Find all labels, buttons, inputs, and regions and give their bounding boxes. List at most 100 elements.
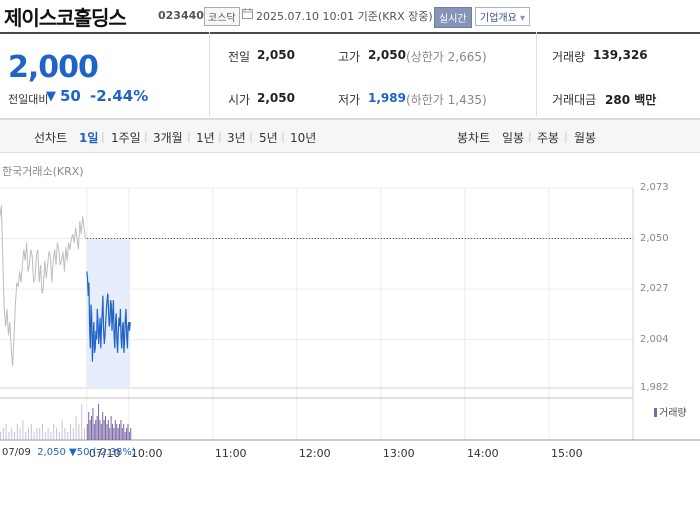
x-tick-label: 14:00 <box>466 447 499 460</box>
lower-limit: (하한가 1,435) <box>406 93 487 107</box>
change-percent: -2.44% <box>90 87 149 105</box>
volume-bar <box>11 428 13 440</box>
tab-3m[interactable]: 3개월 <box>153 131 183 145</box>
volume-bar <box>72 428 74 440</box>
today-line <box>86 271 131 362</box>
stock-code: 023440 <box>158 9 204 22</box>
volume-bar <box>16 424 18 440</box>
volume-value: 139,326 <box>593 48 648 62</box>
open-value: 2,050 <box>257 91 295 105</box>
volume-bar <box>47 428 49 440</box>
change-label: 전일대비 <box>8 93 49 106</box>
low-label: 저가 <box>338 93 361 107</box>
line-chart-label: 선차트 <box>34 131 68 145</box>
volume-bar <box>114 420 116 440</box>
volume-swatch <box>654 408 657 417</box>
tab-1d[interactable]: 1일 <box>79 131 99 145</box>
volume-bar <box>123 424 125 440</box>
volume-bar <box>50 432 52 440</box>
tab-monthly[interactable]: 월봉 <box>574 131 597 145</box>
x-tick-label: 12:00 <box>298 447 331 460</box>
tab-1y[interactable]: 1년 <box>196 131 215 145</box>
volume-bar <box>126 428 128 440</box>
prev-close-label: 전일 <box>228 50 251 64</box>
company-info-button[interactable]: 기업개요 ▾ <box>475 7 531 26</box>
volume-bar <box>109 428 111 440</box>
low-value: 1,989 <box>368 91 406 105</box>
volume-bar <box>100 424 102 440</box>
high-value: 2,050 <box>368 48 406 62</box>
divider <box>536 32 537 116</box>
market-badge: 코스닥 <box>204 7 240 26</box>
volume-label: 거래량 <box>552 50 586 64</box>
prev-day-summary: 07/09 2,050 ▼50 (-2.38%) <box>2 447 136 458</box>
high-label: 고가 <box>338 50 361 64</box>
volume-bar <box>110 416 112 440</box>
volume-bar <box>81 404 83 440</box>
volume-bar <box>95 420 97 440</box>
clock-icon <box>242 8 253 22</box>
volume-bar <box>22 420 24 440</box>
volume-bar <box>130 428 132 440</box>
prev-day-date: 07/09 <box>2 447 31 458</box>
tab-weekly[interactable]: 주봉 <box>537 131 560 145</box>
tab-5y[interactable]: 5년 <box>259 131 278 145</box>
chart-source: 한국거래소(KRX) <box>2 165 84 178</box>
volume-bar <box>86 424 88 440</box>
tab-separator: | <box>144 130 148 143</box>
x-tick-label: 07/10 <box>88 447 121 460</box>
volume-bar <box>103 420 105 440</box>
volume-bar <box>67 432 69 440</box>
volume-bar <box>14 432 16 440</box>
volume-bar <box>112 424 114 440</box>
tab-separator: | <box>187 130 191 143</box>
as-of-time: 2025.07.10 10:01 기준(KRX 장중) <box>256 10 433 23</box>
tab-3y[interactable]: 3년 <box>227 131 246 145</box>
volume-bar <box>119 424 121 440</box>
down-arrow-icon: ▼ <box>69 447 77 458</box>
volume-bar <box>121 428 123 440</box>
volume-bar <box>120 420 122 440</box>
prev-day-percent: (-2.38%) <box>92 447 136 458</box>
upper-limit: (상한가 2,665) <box>406 50 487 64</box>
realtime-button[interactable]: 실시간 <box>434 7 472 28</box>
volume-bar <box>106 424 108 440</box>
tab-separator: | <box>249 130 253 143</box>
volume-bar <box>58 432 60 440</box>
volume-bar <box>42 424 44 440</box>
volume-bar <box>96 416 98 440</box>
tab-separator: | <box>281 130 285 143</box>
down-arrow-icon: ▼ <box>46 89 56 104</box>
volume-bar <box>5 424 7 440</box>
volume-bar <box>61 420 63 440</box>
volume-bar <box>93 424 95 440</box>
volume-bar <box>117 428 119 440</box>
current-price: 2,000 <box>8 50 99 85</box>
tab-separator: | <box>101 130 105 143</box>
volume-bar <box>98 404 100 440</box>
chevron-down-icon: ▾ <box>520 13 526 24</box>
volume-bar <box>84 428 86 440</box>
x-tick-label: 10:00 <box>130 447 163 460</box>
volume-bar <box>127 424 129 440</box>
volume-bar <box>75 416 77 440</box>
volume-bar <box>102 412 104 440</box>
price-chart[interactable] <box>0 180 700 450</box>
company-info-label: 기업개요 <box>480 13 517 24</box>
tab-daily[interactable]: 일봉 <box>502 131 525 145</box>
volume-bars <box>0 404 132 440</box>
tab-separator: | <box>218 130 222 143</box>
x-tick-label: 15:00 <box>550 447 583 460</box>
volume-bar <box>124 432 126 440</box>
volume-bar <box>89 420 91 440</box>
volume-bar <box>28 428 30 440</box>
tab-10y[interactable]: 10년 <box>290 131 317 145</box>
volume-bar <box>39 428 41 440</box>
volume-bar <box>105 416 107 440</box>
prev-day-change: 50 <box>76 447 90 458</box>
company-name[interactable]: 제이스코홀딩스 <box>4 6 127 30</box>
tab-1w[interactable]: 1주일 <box>111 131 141 145</box>
period-tabs: 선차트 1일 | 1주일 | 3개월 | 1년 | 3년 | 5년 | 10년 … <box>0 119 700 153</box>
prev-day-line <box>0 205 86 367</box>
y-tick-label: 1,982 <box>640 382 669 393</box>
